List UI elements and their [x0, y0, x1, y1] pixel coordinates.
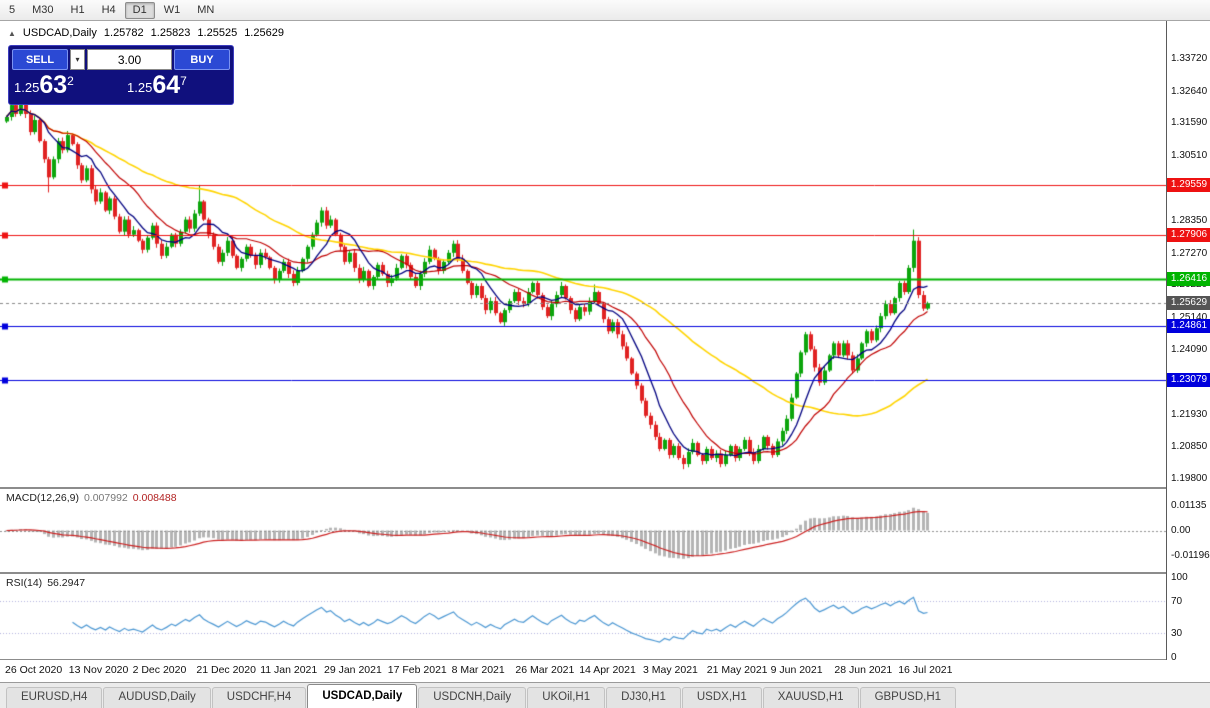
date-axis-label: 11 Jan 2021	[260, 664, 318, 676]
date-axis-label: 17 Feb 2021	[387, 664, 447, 676]
timeframe-toolbar: 5 M30 H1 H4 D1 W1 MN	[0, 0, 1210, 21]
sell-button[interactable]: SELL	[12, 49, 68, 70]
symbol-label: USDCAD,Daily	[22, 27, 97, 39]
buy-price-display[interactable]: 1.25 64 7	[125, 71, 230, 101]
price-axis-label: 1.33720	[1171, 53, 1208, 65]
high-value: 1.25823	[150, 27, 191, 39]
open-value: 1.25782	[103, 27, 144, 39]
macd-signal-value: 0.008488	[132, 492, 177, 504]
price-level-badge: 1.27906	[1167, 227, 1210, 242]
date-axis-label: 9 Jun 2021	[770, 664, 823, 676]
date-axis-label: 2 Dec 2020	[132, 664, 187, 676]
date-axis-label: 8 Mar 2021	[451, 664, 505, 676]
rsi-axis-label: 100	[1171, 572, 1188, 583]
volume-input[interactable]	[87, 49, 172, 70]
pane-separator[interactable]	[0, 572, 1210, 574]
sell-price-pips: 63	[39, 71, 68, 99]
low-value: 1.25525	[197, 27, 238, 39]
macd-axis-label: -0.01196	[1171, 550, 1210, 562]
date-axis-label: 26 Oct 2020	[5, 664, 63, 676]
close-value: 1.25629	[244, 27, 284, 39]
price-axis-label: 1.20850	[1171, 441, 1208, 453]
rsi-axis-label: 0	[1171, 652, 1177, 663]
price-axis-label: 1.30510	[1171, 149, 1208, 161]
macd-canvas[interactable]	[0, 489, 1166, 572]
macd-axis-label: 0.01135	[1171, 500, 1207, 512]
chart-tab-audusd-daily[interactable]: AUDUSD,Daily	[103, 687, 211, 708]
chart-tab-dj30-h1[interactable]: DJ30,H1	[606, 687, 681, 708]
buy-price-pips: 64	[152, 71, 181, 99]
macd-axis-label: 0.00	[1171, 524, 1191, 536]
timeframe-button-d1[interactable]: D1	[124, 1, 155, 19]
date-axis-label: 28 Jun 2021	[834, 664, 893, 676]
buy-price-big-figure: 1.25	[127, 80, 153, 95]
price-axis-label: 1.27270	[1171, 247, 1208, 259]
price-axis: 1.33720 1.32640 1.31590 1.30510 1.28350 1.272…	[1166, 21, 1210, 663]
date-axis-label: 21 Dec 2020	[196, 664, 256, 676]
pane-separator[interactable]	[0, 487, 1210, 489]
timeframe-button-h1[interactable]: H1	[70, 3, 85, 16]
rsi-label: RSI(14)	[6, 577, 43, 589]
date-axis-label: 16 Jul 2021	[898, 664, 953, 676]
chart-tab-usdx-h1[interactable]: USDX,H1	[681, 687, 762, 708]
price-axis-label: 1.25140	[1171, 311, 1208, 323]
rsi-axis-label: 30	[1171, 628, 1183, 639]
timeframe-button-h4[interactable]: H4	[101, 3, 116, 16]
chart-tab-xauusd-h1[interactable]: XAUUSD,H1	[762, 687, 859, 708]
collapse-icon[interactable]: ▲	[8, 28, 16, 38]
sell-price-display[interactable]: 1.25 63 2	[12, 71, 117, 101]
pane-separator	[0, 659, 1210, 660]
rsi-value: 56.2947	[47, 577, 86, 589]
price-axis-label: 1.21930	[1171, 408, 1208, 420]
timeframe-button-m30[interactable]: M30	[32, 3, 54, 16]
timeframe-button-w1[interactable]: W1	[163, 3, 181, 16]
price-level-badge: 1.23079	[1167, 373, 1210, 388]
buy-price-fraction: 7	[180, 74, 187, 88]
date-axis-label: 26 Mar 2021	[515, 664, 575, 676]
macd-main-value: 0.007992	[83, 492, 128, 504]
sell-price-big-figure: 1.25	[14, 80, 40, 95]
price-level-badge: 1.24861	[1167, 319, 1210, 334]
price-axis-label: 1.28350	[1171, 215, 1208, 227]
chart-ohlc-header: ▲ USDCAD,Daily 1.25782 1.25823 1.25525 1…	[8, 27, 284, 39]
chart-tab-eurusd-h4[interactable]: EURUSD,H4	[6, 687, 103, 708]
chart-tab-usdchf-h4[interactable]: USDCHF,H4	[211, 687, 307, 708]
price-level-badge: 1.29559	[1167, 177, 1210, 192]
chart-tab-bar: EURUSD,H4 AUDUSD,Daily USDCHF,H4 USDCAD,Dai…	[0, 682, 1210, 708]
macd-label: MACD(12,26,9)	[6, 492, 79, 504]
macd-header: MACD(12,26,9) 0.007992 0.008488	[6, 492, 177, 504]
rsi-axis-label: 70	[1171, 596, 1183, 607]
price-level-badge: 1.25629	[1167, 296, 1210, 311]
volume-dropdown-icon[interactable]: ▾	[70, 49, 85, 70]
price-axis-label: 1.19800	[1171, 473, 1208, 485]
rsi-canvas[interactable]	[0, 574, 1166, 660]
timeframe-button-mn[interactable]: MN	[197, 3, 215, 16]
price-axis-label: 1.24090	[1171, 343, 1208, 355]
chart-tab-gbpusd-h1[interactable]: GBPUSD,H1	[859, 687, 957, 708]
date-axis-label: 29 Jan 2021	[324, 664, 382, 676]
rsi-header: RSI(14) 56.2947	[6, 577, 85, 589]
chart-tab-usdcad-daily[interactable]: USDCAD,Daily	[307, 684, 418, 708]
date-axis-label: 21 May 2021	[706, 664, 768, 676]
price-axis-label: 1.31590	[1171, 117, 1208, 129]
date-axis-label: 14 Apr 2021	[579, 664, 636, 676]
price-level-badge: 1.26416	[1167, 272, 1210, 287]
date-axis: 26 Oct 2020 13 Nov 2020 2 Dec 2020 21 Dec 2…	[0, 660, 1210, 682]
chart-tab-ukoil-h1[interactable]: UKOil,H1	[527, 687, 606, 708]
chart-tab-usdcnh-daily[interactable]: USDCNH,Daily	[418, 687, 527, 708]
price-axis-label: 1.32640	[1171, 85, 1208, 97]
date-axis-label: 13 Nov 2020	[68, 664, 129, 676]
sell-price-fraction: 2	[67, 74, 74, 88]
timeframe-button-5[interactable]: 5	[9, 3, 16, 16]
date-axis-label: 3 May 2021	[643, 664, 698, 676]
buy-button[interactable]: BUY	[174, 49, 230, 70]
